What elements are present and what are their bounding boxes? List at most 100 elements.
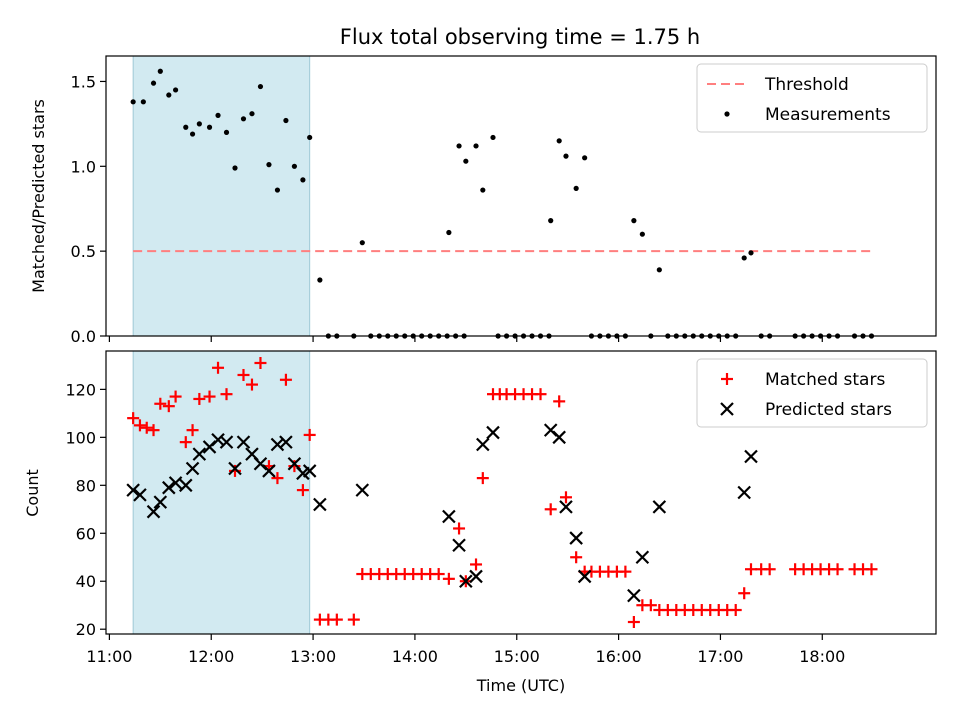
measurement-point [215, 112, 221, 118]
matched-star-point [763, 563, 776, 576]
bottom-x-ticks: 11:00 12:00 13:00 14:00 15:00 16:00 17:00 18:00 [86, 634, 845, 666]
measurement-point [456, 143, 462, 149]
measurement-point [274, 187, 281, 193]
measurement-point [196, 121, 202, 127]
matched-star-point [865, 563, 878, 576]
legend-measurement-swatch [724, 111, 730, 117]
measurement-point [317, 277, 323, 283]
matched-star-point [644, 599, 657, 612]
measurement-point [573, 185, 579, 191]
matched-star-point [140, 421, 153, 434]
matched-star-point [544, 503, 557, 516]
predicted-star-point [442, 509, 456, 524]
bottom-y-axis-label: Count [23, 469, 42, 517]
top-legend-box [696, 63, 928, 133]
x-tick-label: 17:00 [697, 647, 743, 666]
x-tick-label: 14:00 [392, 647, 438, 666]
matched-star-point [133, 419, 146, 432]
legend-threshold-label: Threshold [764, 75, 849, 95]
matched-star-point [442, 572, 455, 585]
predicted-star-point [577, 569, 592, 584]
matched-star-point [553, 395, 566, 408]
measurement-point [359, 240, 365, 246]
predicted-star-point [270, 437, 285, 452]
y-tick-label: 120 [65, 380, 96, 399]
matched-star-point [279, 373, 292, 386]
measurement-point [556, 138, 562, 144]
predicted-star-point [469, 569, 483, 584]
top-observing-span [132, 55, 311, 337]
top-y-axis-label: Matched/Predicted stars [29, 99, 48, 293]
legend-matched-label: Matched stars [765, 370, 885, 390]
measurement-point [463, 158, 469, 164]
x-tick-label: 16:00 [596, 647, 642, 666]
y-tick-label: 20 [76, 620, 96, 639]
predicted-star-point [635, 550, 650, 565]
measurement-point [639, 231, 645, 237]
matched-star-point [220, 388, 233, 401]
matched-star-point [186, 424, 199, 437]
predicted-star-point [168, 476, 183, 490]
bottom-plot-frame [105, 350, 937, 635]
predicted-star-point [652, 500, 667, 514]
matched-star-point [169, 390, 182, 403]
predicted-star-point [162, 480, 176, 495]
measurement-point [490, 134, 496, 141]
matched-star-point [303, 428, 316, 441]
top-legend: Threshold Measurements [696, 63, 928, 133]
legend-measurement-label: Measurements [765, 105, 891, 125]
matched-star-point [619, 565, 632, 578]
matched-star-point [570, 551, 583, 564]
y-tick-label: 0.5 [71, 242, 96, 261]
y-tick-label: 0.0 [71, 327, 96, 346]
y-tick-label: 1.5 [71, 72, 96, 91]
measurement-point [473, 143, 479, 149]
matched-star-point [831, 563, 844, 576]
x-axis-label: Time (UTC) [476, 676, 565, 695]
measurement-point [206, 124, 213, 130]
measurement-point [166, 92, 172, 98]
measurement-point [240, 116, 247, 122]
y-tick-label: 60 [76, 524, 96, 543]
predicted-star-point [236, 435, 251, 449]
predicted-star-point [133, 488, 147, 502]
predicted-star-point [178, 478, 193, 493]
matched-star-point [476, 472, 489, 485]
matched-star-point [127, 412, 140, 425]
measurement-point [582, 155, 588, 161]
matched-star-point [453, 522, 466, 535]
top-plot-frame [105, 55, 937, 337]
matched-star-point [237, 368, 250, 381]
bottom-y-ticks: 20 40 60 80 100 120 [65, 380, 106, 639]
measurement-point [140, 99, 146, 105]
matched-star-point [154, 397, 167, 410]
matched-star-point [212, 361, 225, 374]
predicted-star-point [153, 495, 168, 509]
measurement-point [300, 177, 306, 183]
predicted-star-point [192, 447, 207, 461]
predicted-star-point [559, 500, 573, 514]
chart-title: Flux total observing time = 1.75 h [340, 25, 700, 49]
predicted-star-point [486, 425, 500, 440]
predicted-star-point [627, 588, 641, 603]
measurement-point [183, 124, 189, 130]
x-tick-label: 15:00 [494, 647, 540, 666]
measurement-point [189, 131, 196, 137]
matched-star-point [559, 491, 572, 504]
y-tick-label: 40 [76, 572, 96, 591]
y-tick-label: 100 [65, 428, 96, 447]
x-tick-label: 12:00 [188, 647, 234, 666]
measurement-point [741, 255, 747, 261]
legend-predicted-label: Predicted stars [765, 400, 892, 420]
bottom-panel: 20 40 60 80 100 120 11:00 12:00 13:00 14:00 15:00… [23, 350, 937, 695]
matched-star-point [245, 378, 258, 391]
matched-star-point [744, 563, 757, 576]
measurement-point [748, 250, 754, 256]
predicted-star-point [452, 538, 466, 553]
matched-star-point [271, 472, 284, 485]
matched-star-point [254, 356, 267, 369]
predicted-star-point [313, 497, 327, 512]
measurement-point [266, 162, 272, 168]
measurement-point [283, 117, 289, 124]
